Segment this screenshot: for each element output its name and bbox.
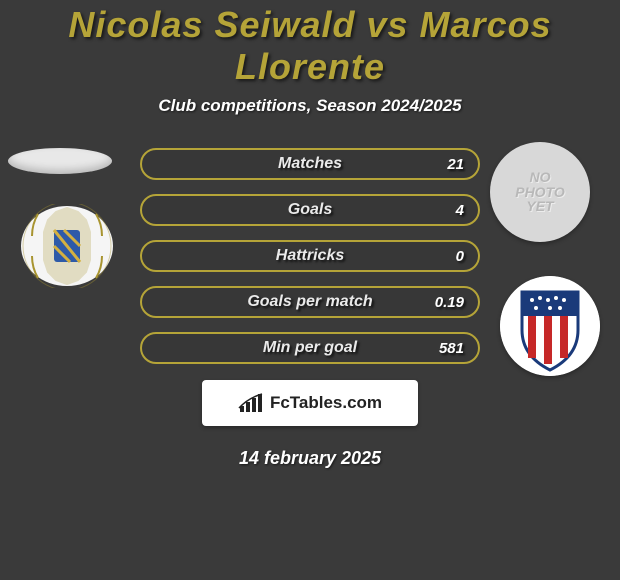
stat-row-goals-per-match: Goals per match 0.19 xyxy=(140,286,480,318)
stat-value: 4 xyxy=(456,202,464,219)
stat-row-matches: Matches 21 xyxy=(140,148,480,180)
stat-row-hattricks: Hattricks 0 xyxy=(140,240,480,272)
stat-label: Goals per match xyxy=(247,293,372,311)
no-photo-line3: YET xyxy=(526,198,553,214)
fctables-logo[interactable]: FcTables.com xyxy=(202,380,418,426)
page-title: Nicolas Seiwald vs Marcos Llorente xyxy=(0,4,620,88)
stats-area: NO PHOTO YET xyxy=(0,148,620,469)
stat-value: 581 xyxy=(439,340,464,357)
stat-row-goals: Goals 4 xyxy=(140,194,480,226)
player-right-placeholder: NO PHOTO YET xyxy=(490,142,590,242)
bar-chart-icon xyxy=(238,392,264,414)
stat-label: Matches xyxy=(278,155,342,173)
stat-value: 0 xyxy=(456,248,464,265)
player-left-placeholder xyxy=(8,148,112,174)
no-photo-label: NO PHOTO YET xyxy=(515,170,565,214)
stat-label: Min per goal xyxy=(263,339,357,357)
no-photo-line2: PHOTO xyxy=(515,184,565,200)
club-left-badge xyxy=(18,204,116,288)
stat-label: Hattricks xyxy=(276,247,344,265)
club-right-badge xyxy=(500,276,600,376)
atletico-badge-icon xyxy=(500,276,600,376)
logo-text: FcTables.com xyxy=(270,393,382,413)
stat-value: 21 xyxy=(447,156,464,173)
subtitle: Club competitions, Season 2024/2025 xyxy=(0,96,620,116)
date-label: 14 february 2025 xyxy=(0,448,620,469)
stat-label: Goals xyxy=(288,201,332,219)
no-photo-line1: NO xyxy=(530,169,551,185)
stat-value: 0.19 xyxy=(435,294,464,311)
stat-row-min-per-goal: Min per goal 581 xyxy=(140,332,480,364)
club-badge-icon xyxy=(18,204,116,288)
comparison-card: Nicolas Seiwald vs Marcos Llorente Club … xyxy=(0,0,620,469)
stat-rows: Matches 21 Goals 4 Hattricks 0 Goals per… xyxy=(140,148,480,364)
